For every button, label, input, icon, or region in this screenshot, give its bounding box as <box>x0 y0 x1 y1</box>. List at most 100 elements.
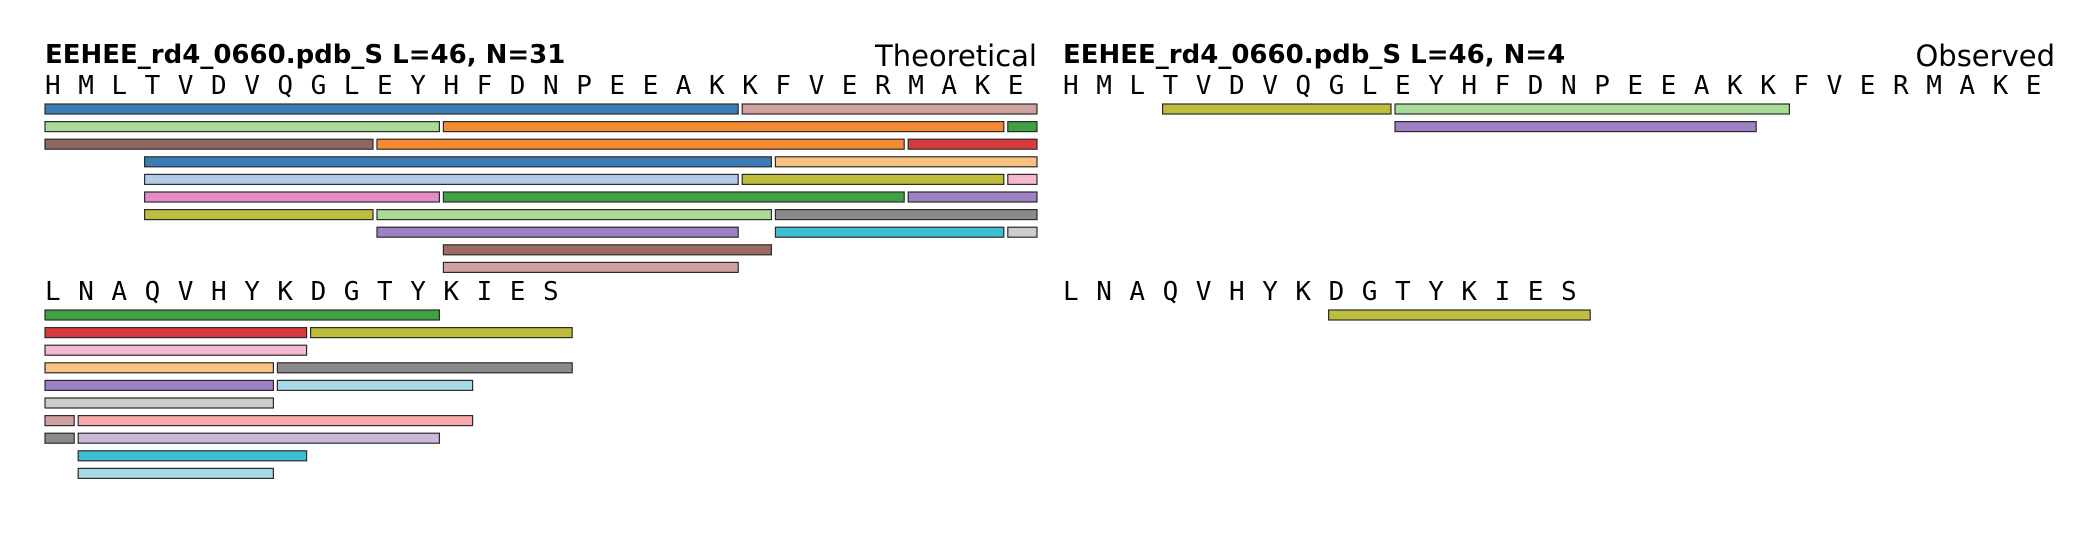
observed-panel-label: Observed <box>1915 39 2055 73</box>
sequence-residue: K <box>277 277 293 307</box>
sequence-residue: E <box>1860 71 1876 101</box>
sequence-residue: K <box>709 71 725 101</box>
sequence-residue: R <box>1893 71 1909 101</box>
peptide-bar <box>77 450 308 462</box>
peptide-bar <box>44 344 308 356</box>
peptide-bar <box>44 103 739 115</box>
peptide-bar <box>741 173 1005 185</box>
sequence-residue: T <box>1395 277 1411 307</box>
sequence-residue: N <box>1096 277 1112 307</box>
peptide-bar <box>144 191 440 203</box>
sequence-residue: F <box>1495 71 1511 101</box>
sequence-residue: M <box>1926 71 1942 101</box>
peptide-bar <box>44 362 274 374</box>
sequence-residue: H <box>1461 71 1477 101</box>
sequence-residue: H <box>45 71 61 101</box>
sequence-residue: H <box>1063 71 1079 101</box>
peptide-bar <box>144 209 374 221</box>
sequence-residue: M <box>78 71 94 101</box>
sequence-residue: E <box>842 71 858 101</box>
sequence-residue: P <box>576 71 592 101</box>
sequence-residue: E <box>2026 71 2042 101</box>
sequence-residue: L <box>344 71 360 101</box>
sequence-residue: M <box>908 71 924 101</box>
peptide-bar <box>77 432 441 444</box>
sequence-residue: F <box>1793 71 1809 101</box>
peptide-bar <box>144 173 739 185</box>
peptide-bar <box>44 379 274 391</box>
peptide-bar <box>44 432 75 444</box>
peptide-bar <box>44 309 440 321</box>
sequence-residue: D <box>211 71 227 101</box>
sequence-residue: K <box>443 277 459 307</box>
sequence-residue: R <box>875 71 891 101</box>
peptide-bar <box>144 156 772 168</box>
sequence-residue: N <box>78 277 94 307</box>
sequence-residue: L <box>45 277 61 307</box>
sequence-residue: G <box>311 71 327 101</box>
sequence-residue: G <box>1362 277 1378 307</box>
sequence-residue: F <box>477 71 493 101</box>
sequence-residue: V <box>178 277 194 307</box>
sequence-residue: K <box>1295 277 1311 307</box>
sequence-residue: T <box>377 277 393 307</box>
sequence-residue: E <box>1528 277 1544 307</box>
peptide-bar <box>376 209 772 221</box>
sequence-residue: N <box>543 71 559 101</box>
sequence-residue: E <box>377 71 393 101</box>
sequence-residue: K <box>1993 71 2009 101</box>
peptide-bar <box>376 138 905 150</box>
sequence-residue: A <box>941 71 957 101</box>
peptide-bar <box>907 191 1038 203</box>
theoretical-panel: EEHEE_rd4_0660.pdb_S L=46, N=31 Theoreti… <box>44 39 1038 479</box>
sequence-residue: V <box>178 71 194 101</box>
sequence-residue: E <box>609 71 625 101</box>
sequence-residue: H <box>443 71 459 101</box>
sequence-residue: I <box>1495 277 1511 307</box>
sequence-residue: Y <box>244 277 260 307</box>
peptide-bar <box>442 191 905 203</box>
sequence-residue: K <box>1760 71 1776 101</box>
peptide-bar <box>44 415 75 427</box>
sequence-residue: K <box>1727 71 1743 101</box>
sequence-residue: T <box>145 71 161 101</box>
sequence-residue: G <box>344 277 360 307</box>
sequence-residue: P <box>1594 71 1610 101</box>
sequence-residue: K <box>975 71 991 101</box>
sequence-residue: H <box>211 277 227 307</box>
peptide-bar <box>1161 103 1392 115</box>
sequence-residue: Q <box>277 71 293 101</box>
sequence-residue: F <box>775 71 791 101</box>
sequence-residue: L <box>1129 71 1145 101</box>
sequence-residue: Y <box>410 277 426 307</box>
sequence-residue: G <box>1329 71 1345 101</box>
peptide-bar <box>774 156 1038 168</box>
sequence-residue: A <box>676 71 692 101</box>
observed-panel-title: EEHEE_rd4_0660.pdb_S L=46, N=4 <box>1063 40 1565 70</box>
sequence-residue: Y <box>1428 71 1444 101</box>
sequence-residue: V <box>1827 71 1843 101</box>
sequence-residue: S <box>543 277 559 307</box>
sequence-residue: Q <box>145 277 161 307</box>
sequence-residue: Y <box>1428 277 1444 307</box>
peptide-bar <box>1394 120 1757 133</box>
sequence-residue: M <box>1096 71 1112 101</box>
sequence-residue: A <box>1694 71 1710 101</box>
sequence-residue: L <box>1362 71 1378 101</box>
theoretical-panel-title: EEHEE_rd4_0660.pdb_S L=46, N=31 <box>45 40 565 70</box>
peptide-bar <box>1007 173 1038 185</box>
sequence-residue: E <box>1395 71 1411 101</box>
sequence-residue: L <box>111 71 127 101</box>
sequence-residue: D <box>311 277 327 307</box>
peptide-bar <box>442 261 739 273</box>
sequence-residue: D <box>510 71 526 101</box>
peptide-bar <box>44 120 440 133</box>
sequence-residue: T <box>1163 71 1179 101</box>
sequence-residue: Y <box>1262 277 1278 307</box>
sequence-residue: E <box>1627 71 1643 101</box>
peptide-bar <box>774 209 1038 221</box>
sequence-residue: E <box>1661 71 1677 101</box>
peptide-bar <box>77 415 474 427</box>
peptide-bar <box>310 327 573 339</box>
